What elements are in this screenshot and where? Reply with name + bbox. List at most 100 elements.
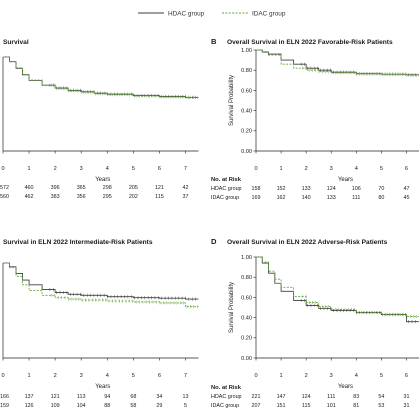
x-axis-title: Years bbox=[95, 384, 110, 390]
y-tick-label: 0.60 bbox=[241, 295, 252, 301]
panel-label: B bbox=[211, 37, 217, 46]
x-tick-label: 1 bbox=[280, 373, 283, 379]
risk-value: 151 bbox=[277, 403, 286, 409]
risk-value: 88 bbox=[104, 403, 110, 409]
risk-value: 42 bbox=[182, 185, 188, 191]
x-tick-label: 6 bbox=[158, 373, 161, 379]
risk-value: 572 bbox=[0, 185, 9, 191]
censor-marks-hdac bbox=[300, 298, 416, 324]
x-tick-label: 5 bbox=[380, 373, 383, 379]
y-tick-label: 0.80 bbox=[241, 275, 252, 281]
censor-marks-idac bbox=[302, 66, 417, 77]
x-tick-label: 1 bbox=[280, 166, 283, 172]
risk-value: 80 bbox=[378, 195, 384, 201]
x-axis-title: Years bbox=[95, 177, 110, 183]
censor-marks-hdac bbox=[49, 288, 196, 301]
risk-value: 115 bbox=[155, 194, 164, 200]
risk-value: 205 bbox=[129, 185, 138, 191]
risk-value: 5 bbox=[184, 403, 187, 409]
x-tick-label: 5 bbox=[380, 166, 383, 172]
risk-value: 83 bbox=[353, 394, 359, 400]
risk-value: 133 bbox=[302, 186, 311, 192]
panel-d: D Overall Survival in ELN 2022 Adverse-Ri… bbox=[211, 237, 419, 409]
panel-title: Overall Survival in ELN 2022 Adverse-Ris… bbox=[227, 239, 388, 246]
risk-value: 111 bbox=[327, 394, 335, 400]
risk-value: 104 bbox=[77, 403, 86, 409]
y-tick-label: 1.00 bbox=[241, 255, 252, 261]
x-tick-label: 0 bbox=[254, 166, 257, 172]
y-tick-label: 1.00 bbox=[241, 48, 252, 54]
x-tick-label: 5 bbox=[132, 166, 135, 172]
x-tick-label: 0 bbox=[254, 373, 257, 379]
x-tick-label: 3 bbox=[80, 166, 83, 172]
x-tick-label: 6 bbox=[405, 373, 408, 379]
x-tick-label: 1 bbox=[28, 166, 31, 172]
y-tick-label: 0.20 bbox=[241, 129, 252, 135]
risk-value: 295 bbox=[103, 194, 112, 200]
x-tick-label: 2 bbox=[54, 373, 57, 379]
risk-row-label: IDAC group bbox=[211, 403, 239, 409]
x-tick-label: 4 bbox=[106, 166, 109, 172]
risk-value: 109 bbox=[51, 403, 60, 409]
x-tick-label: 7 bbox=[184, 166, 187, 172]
x-tick-label: 6 bbox=[405, 166, 408, 172]
risk-value: 94 bbox=[104, 394, 110, 400]
x-tick-label: 4 bbox=[355, 166, 358, 172]
risk-value: 207 bbox=[252, 403, 261, 409]
series-line-hdac bbox=[256, 49, 419, 76]
x-tick-label: 4 bbox=[355, 373, 358, 379]
risk-value: 560 bbox=[0, 194, 9, 200]
series-line-hdac bbox=[256, 256, 419, 323]
panel-title: Survival in ELN 2022 Intermediate-Risk P… bbox=[3, 239, 153, 246]
risk-value: 29 bbox=[156, 403, 162, 409]
risk-value: 462 bbox=[25, 194, 34, 200]
y-tick-label: 0.60 bbox=[241, 88, 252, 94]
panel-b: B Overall Survival in ELN 2022 Favorable-… bbox=[211, 37, 419, 201]
risk-value: 111 bbox=[352, 195, 360, 201]
risk-value: 298 bbox=[103, 185, 112, 191]
risk-value: 34 bbox=[156, 394, 162, 400]
x-tick-label: 2 bbox=[305, 373, 308, 379]
risk-value: 54 bbox=[378, 394, 384, 400]
y-tick-label: 0.00 bbox=[241, 149, 252, 155]
y-tick-label: 0.40 bbox=[241, 109, 252, 115]
censor-marks-idac bbox=[302, 294, 417, 319]
y-tick-label: 0.80 bbox=[241, 68, 252, 74]
risk-value: 53 bbox=[378, 403, 384, 409]
risk-value: 58 bbox=[130, 403, 136, 409]
risk-row-label: HDAC group bbox=[211, 394, 242, 400]
risk-value: 137 bbox=[25, 394, 34, 400]
x-tick-label: 4 bbox=[106, 373, 109, 379]
risk-value: 202 bbox=[129, 194, 138, 200]
x-tick-label: 3 bbox=[330, 166, 333, 172]
risk-value: 383 bbox=[51, 194, 60, 200]
risk-value: 115 bbox=[302, 403, 311, 409]
risk-value: 365 bbox=[77, 185, 86, 191]
risk-value: 133 bbox=[327, 195, 336, 201]
risk-value: 158 bbox=[252, 186, 261, 192]
risk-value: 106 bbox=[352, 186, 361, 192]
x-tick-label: 2 bbox=[54, 166, 57, 172]
series-line-idac bbox=[3, 56, 199, 98]
x-tick-label: 1 bbox=[28, 373, 31, 379]
risk-value: 140 bbox=[302, 195, 311, 201]
panel-title: Overall Survival in ELN 2022 Favorable-R… bbox=[227, 39, 393, 46]
risk-value: 460 bbox=[25, 185, 34, 191]
censor-marks-idac bbox=[51, 293, 198, 309]
censor-marks-hdac bbox=[49, 83, 196, 100]
y-tick-label: 0.40 bbox=[241, 316, 252, 322]
risk-value: 152 bbox=[277, 186, 286, 192]
x-tick-label: 0 bbox=[1, 373, 4, 379]
x-tick-label: 0 bbox=[1, 166, 4, 172]
legend: HDAC group IDAC group bbox=[138, 10, 286, 17]
risk-value: 396 bbox=[51, 185, 60, 191]
panel-a: Survival 0 1 2 3 4 5 6 7 Years 572 460 396 365 298 205 1… bbox=[0, 39, 199, 200]
risk-value: 147 bbox=[277, 394, 286, 400]
risk-value: 68 bbox=[130, 394, 136, 400]
risk-value: 221 bbox=[252, 394, 261, 400]
risk-value: 31 bbox=[403, 394, 409, 400]
risk-value: 159 bbox=[0, 403, 9, 409]
risk-row-label: IDAC group bbox=[211, 195, 239, 201]
x-tick-label: 3 bbox=[330, 373, 333, 379]
censor-marks-idac bbox=[51, 83, 198, 100]
